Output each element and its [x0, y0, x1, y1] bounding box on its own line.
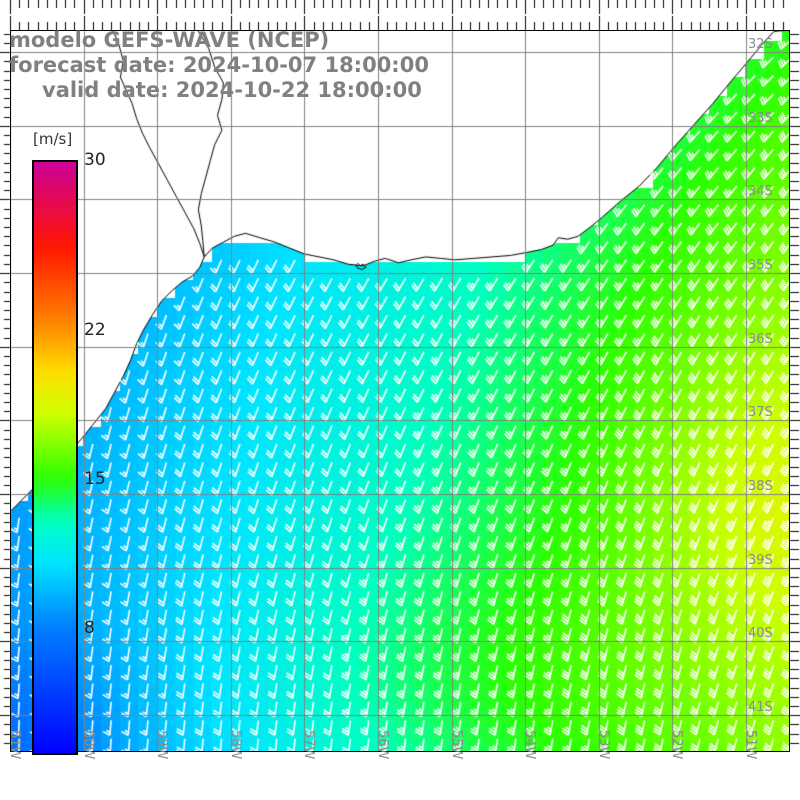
colorbar-unit-label: [m/s]	[30, 130, 76, 149]
lon-label-58W: 58W	[227, 730, 243, 760]
lon-label-61W: 61W	[7, 730, 22, 760]
lat-label-35S: 35S	[748, 258, 773, 274]
left-tick-ruler	[0, 0, 12, 800]
lat-label-33S: 33S	[748, 110, 773, 126]
lat-label-34S: 34S	[748, 184, 773, 200]
lon-label-54W: 54W	[522, 730, 538, 760]
colorbar-tick-15: 15	[84, 468, 106, 489]
lat-label-41S: 41S	[748, 700, 773, 716]
lat-label-39S: 39S	[748, 552, 773, 568]
right-tick-ruler	[776, 0, 800, 800]
lon-label-53W: 53W	[595, 730, 611, 760]
lon-label-59W: 59W	[154, 730, 170, 760]
colorbar-gradient	[32, 160, 78, 755]
bottom-tick-ruler	[0, 0, 800, 30]
lat-label-40S: 40S	[748, 626, 773, 642]
lat-label-32S: 32S	[748, 37, 773, 53]
graticule-layer	[10, 30, 790, 752]
lon-label-56W: 56W	[374, 730, 390, 760]
lon-label-51W: 51W	[742, 730, 758, 760]
colorbar-tick-8: 8	[84, 617, 95, 638]
lat-label-36S: 36S	[748, 331, 773, 347]
lon-label-57W: 57W	[301, 730, 317, 760]
lon-label-60W: 60W	[80, 730, 96, 760]
colorbar-tick-30: 30	[84, 150, 106, 170]
map-plot-area[interactable]	[10, 30, 790, 752]
lat-label-38S: 38S	[748, 479, 773, 495]
lon-label-55W: 55W	[448, 730, 464, 760]
colorbar-tick-22: 22	[84, 320, 106, 340]
lon-label-52W: 52W	[669, 730, 685, 760]
lat-label-37S: 37S	[748, 405, 773, 421]
